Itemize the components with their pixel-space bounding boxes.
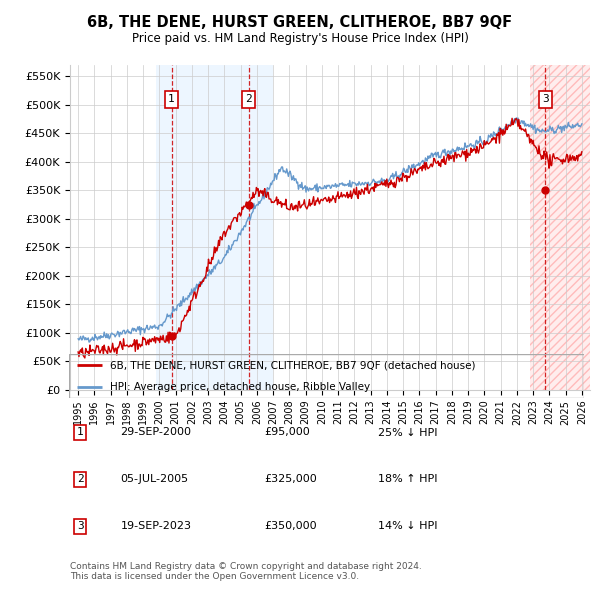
Bar [156,65,273,390]
Text: 3: 3 [542,94,548,104]
Text: 14% ↓ HPI: 14% ↓ HPI [378,522,437,531]
Text: 29-SEP-2000: 29-SEP-2000 [121,428,191,437]
Text: 2: 2 [77,474,84,484]
Text: £95,000: £95,000 [265,428,310,437]
Bar [530,65,590,390]
Text: 25% ↓ HPI: 25% ↓ HPI [378,428,437,437]
Bar [530,65,590,390]
Text: 19-SEP-2023: 19-SEP-2023 [121,522,191,531]
Text: 6B, THE DENE, HURST GREEN, CLITHEROE, BB7 9QF: 6B, THE DENE, HURST GREEN, CLITHEROE, BB… [88,15,512,30]
Text: £325,000: £325,000 [265,474,317,484]
Text: £350,000: £350,000 [265,522,317,531]
Text: 1: 1 [168,94,175,104]
Text: 3: 3 [77,522,84,531]
Text: 2: 2 [245,94,252,104]
Text: This data is licensed under the Open Government Licence v3.0.: This data is licensed under the Open Gov… [70,572,359,581]
Text: 1: 1 [77,428,84,437]
Text: 6B, THE DENE, HURST GREEN, CLITHEROE, BB7 9QF (detached house): 6B, THE DENE, HURST GREEN, CLITHEROE, BB… [110,360,476,370]
Text: HPI: Average price, detached house, Ribble Valley: HPI: Average price, detached house, Ribb… [110,382,370,392]
Text: 05-JUL-2005: 05-JUL-2005 [121,474,188,484]
Text: 18% ↑ HPI: 18% ↑ HPI [378,474,437,484]
Text: Contains HM Land Registry data © Crown copyright and database right 2024.: Contains HM Land Registry data © Crown c… [70,562,422,571]
Text: Price paid vs. HM Land Registry's House Price Index (HPI): Price paid vs. HM Land Registry's House … [131,32,469,45]
